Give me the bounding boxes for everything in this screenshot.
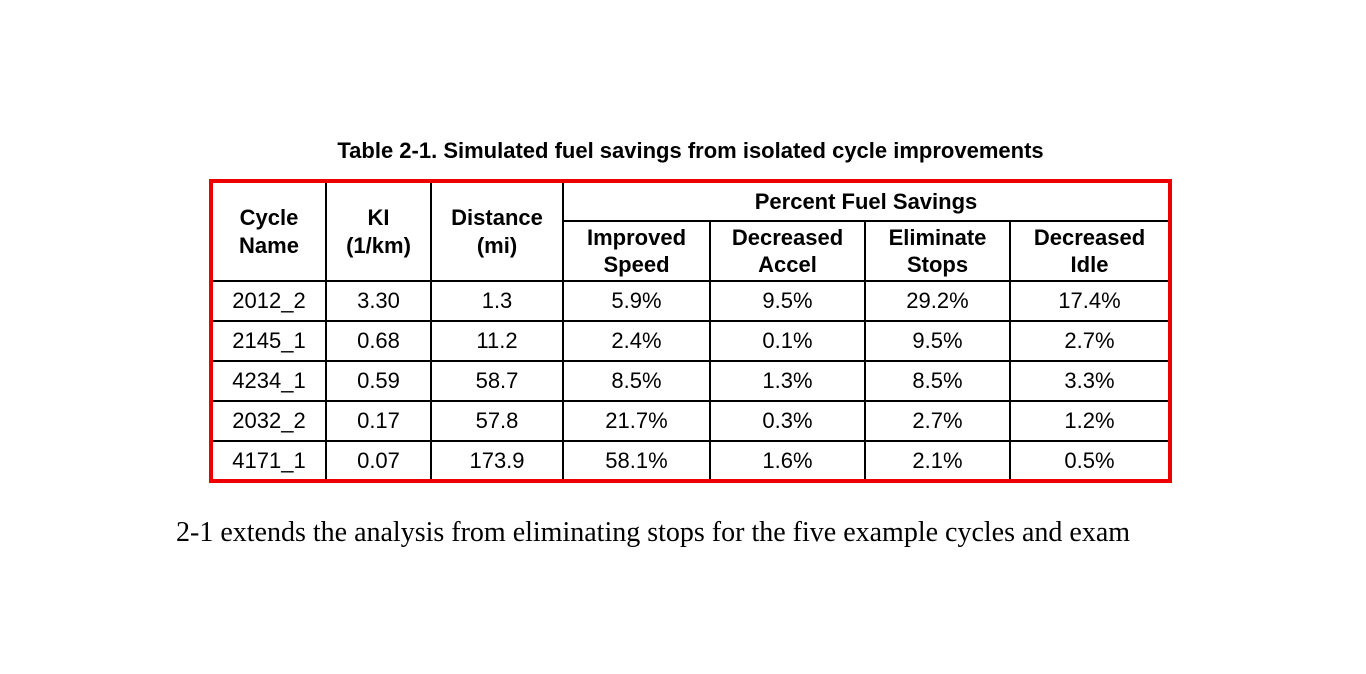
cell-cycle-name: 4171_1: [210, 440, 327, 482]
col-header-decreased-accel: Decreased Accel: [709, 220, 866, 282]
table-row: 2012_2 3.30 1.3 5.9% 9.5% 29.2% 17.4%: [210, 280, 1171, 322]
cell-ki: 0.17: [325, 400, 432, 442]
table-row: 2145_1 0.68 11.2 2.4% 0.1% 9.5% 2.7%: [210, 320, 1171, 362]
cell-distance: 57.8: [430, 400, 564, 442]
header-row-group: Cycle Name KI (1/km) Distance (mi) Perce…: [210, 180, 1171, 282]
cell-cycle-name: 2032_2: [210, 400, 327, 442]
cell-improved-speed: 5.9%: [562, 280, 711, 322]
cell-decreased-accel: 1.6%: [709, 440, 866, 482]
cell-decreased-accel: 1.3%: [709, 360, 866, 402]
cell-decreased-idle: 2.7%: [1009, 320, 1171, 362]
cell-cycle-name: 4234_1: [210, 360, 327, 402]
cell-eliminate-stops: 2.7%: [864, 400, 1011, 442]
cell-cycle-name: 2145_1: [210, 320, 327, 362]
col-header-decreased-idle: Decreased Idle: [1009, 220, 1171, 282]
cell-decreased-idle: 3.3%: [1009, 360, 1171, 402]
cell-distance: 58.7: [430, 360, 564, 402]
col-header-cycle-name: Cycle Name: [210, 180, 327, 282]
cell-improved-speed: 8.5%: [562, 360, 711, 402]
cell-decreased-accel: 0.3%: [709, 400, 866, 442]
table-row: 2032_2 0.17 57.8 21.7% 0.3% 2.7% 1.2%: [210, 400, 1171, 442]
table-row: 4234_1 0.59 58.7 8.5% 1.3% 8.5% 3.3%: [210, 360, 1171, 402]
col-header-ki: KI (1/km): [325, 180, 432, 282]
group-header-percent-fuel-savings: Percent Fuel Savings: [562, 180, 1171, 222]
cell-cycle-name: 2012_2: [210, 280, 327, 322]
table-row: 4171_1 0.07 173.9 58.1% 1.6% 2.1% 0.5%: [210, 440, 1171, 482]
cell-decreased-accel: 0.1%: [709, 320, 866, 362]
cell-distance: 11.2: [430, 320, 564, 362]
cell-decreased-idle: 17.4%: [1009, 280, 1171, 322]
cell-ki: 0.07: [325, 440, 432, 482]
cell-eliminate-stops: 2.1%: [864, 440, 1011, 482]
cell-decreased-idle: 1.2%: [1009, 400, 1171, 442]
cell-ki: 0.59: [325, 360, 432, 402]
cell-improved-speed: 2.4%: [562, 320, 711, 362]
table-caption: Table 2-1. Simulated fuel savings from i…: [337, 138, 1044, 163]
cell-eliminate-stops: 8.5%: [864, 360, 1011, 402]
cell-decreased-idle: 0.5%: [1009, 440, 1171, 482]
cell-improved-speed: 58.1%: [562, 440, 711, 482]
col-header-eliminate-stops: Eliminate Stops: [864, 220, 1011, 282]
body-paragraph: 2-1 extends the analysis from eliminatin…: [176, 517, 1131, 548]
cell-ki: 3.30: [325, 280, 432, 322]
col-header-distance: Distance (mi): [430, 180, 564, 282]
cell-ki: 0.68: [325, 320, 432, 362]
cell-improved-speed: 21.7%: [562, 400, 711, 442]
cell-distance: 1.3: [430, 280, 564, 322]
cell-eliminate-stops: 29.2%: [864, 280, 1011, 322]
col-header-improved-speed: Improved Speed: [562, 220, 711, 282]
header-row-sub: Improved Speed Decreased Accel Eliminate…: [211, 220, 1171, 282]
cell-distance: 173.9: [430, 440, 564, 482]
fuel-savings-table: Cycle Name KI (1/km) Distance (mi) Perce…: [209, 179, 1172, 483]
cell-eliminate-stops: 9.5%: [864, 320, 1011, 362]
cell-decreased-accel: 9.5%: [709, 280, 866, 322]
